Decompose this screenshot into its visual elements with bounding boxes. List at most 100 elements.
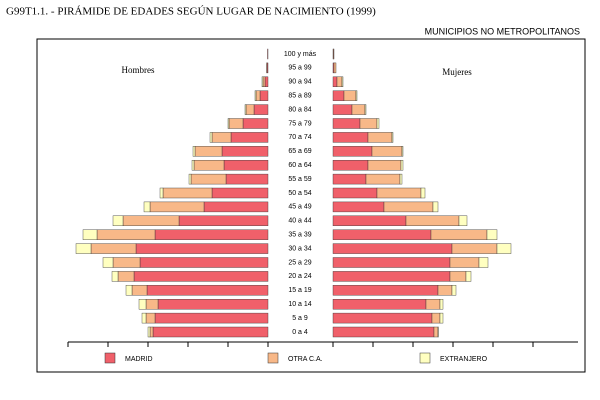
- bar-right: [465, 271, 472, 282]
- bar-left: [154, 229, 269, 240]
- bar-left: [96, 229, 156, 240]
- bar-right: [332, 285, 439, 296]
- bar-right: [332, 271, 451, 282]
- legend-label: OTRA C.A.: [288, 356, 323, 363]
- bar-right: [332, 215, 407, 227]
- bar-left: [261, 76, 264, 88]
- bar-left: [190, 173, 227, 185]
- bar-left: [90, 243, 137, 254]
- bar-left: [147, 326, 151, 338]
- legend-swatch: [267, 352, 279, 364]
- age-label: 80 a 84: [288, 106, 311, 113]
- bar-right: [359, 118, 378, 129]
- bar-right: [332, 201, 385, 213]
- bar-left: [193, 159, 225, 171]
- bar-right: [364, 104, 367, 115]
- legend-label: MADRID: [125, 356, 153, 363]
- bar-right: [425, 299, 441, 310]
- bar-left: [82, 229, 98, 240]
- age-label: 30 a 34: [288, 245, 311, 252]
- bar-left: [266, 62, 268, 74]
- bar-right: [333, 48, 335, 60]
- bar-right: [376, 187, 422, 199]
- bar-left: [244, 104, 247, 115]
- bar-left: [253, 104, 269, 115]
- bar-right: [367, 159, 402, 171]
- bar-right: [332, 132, 369, 143]
- bar-left: [203, 201, 269, 213]
- bar-left: [154, 312, 269, 324]
- bar-left: [223, 159, 269, 171]
- age-label: 95 a 99: [288, 65, 311, 72]
- bar-left: [255, 90, 261, 101]
- bar-left: [157, 299, 269, 310]
- bar-left: [192, 146, 196, 157]
- bar-left: [228, 118, 244, 129]
- bar-right: [451, 285, 457, 296]
- bar-left: [111, 271, 119, 282]
- age-label: 90 a 94: [288, 79, 311, 86]
- bar-left: [245, 104, 255, 115]
- bar-right: [332, 90, 345, 101]
- age-label: 100 y más: [284, 51, 317, 58]
- bar-left: [230, 132, 269, 143]
- chart-subtitle: MUNICIPIOS NO METROPOLITANOS: [425, 26, 580, 36]
- bar-left: [146, 285, 269, 296]
- bar-left: [122, 215, 180, 227]
- bar-right: [371, 146, 403, 157]
- bar-left: [152, 326, 269, 338]
- bar-left: [211, 132, 232, 143]
- bar-left: [225, 173, 269, 185]
- bar-right: [400, 159, 404, 171]
- bar-right: [401, 146, 404, 157]
- bar-left: [211, 187, 269, 199]
- bar-left: [149, 326, 154, 338]
- bar-right: [449, 271, 467, 282]
- bar-right: [343, 90, 357, 101]
- bar-left: [188, 173, 192, 185]
- bar-left: [145, 299, 159, 310]
- age-label: 50 a 54: [288, 190, 311, 197]
- bar-left: [264, 76, 269, 88]
- legend-label: EXTRANJERO: [440, 356, 488, 363]
- bar-right: [332, 229, 432, 240]
- bar-right: [478, 257, 489, 268]
- age-label: 25 a 29: [288, 259, 311, 266]
- bar-left: [254, 90, 257, 101]
- bar-right: [332, 312, 433, 324]
- bar-right: [439, 299, 444, 310]
- bar-right: [376, 118, 380, 129]
- bar-right: [336, 76, 343, 88]
- bar-right: [332, 243, 453, 254]
- age-label: 35 a 39: [288, 232, 311, 239]
- bar-right: [351, 104, 366, 115]
- chart-title: G99T1.1. - PIRÁMIDE DE EDADES SEGÚN LUGA…: [6, 6, 376, 18]
- age-label: 5 a 9: [292, 315, 308, 322]
- bar-right: [399, 173, 403, 185]
- bar-left: [75, 243, 92, 254]
- age-label: 40 a 44: [288, 218, 311, 225]
- bar-right: [420, 187, 426, 199]
- bar-left: [125, 285, 133, 296]
- bar-right: [433, 326, 439, 338]
- bar-right: [365, 173, 401, 185]
- bar-right: [437, 285, 453, 296]
- bar-left: [162, 187, 213, 199]
- bar-left: [145, 312, 156, 324]
- bar-right: [332, 76, 338, 88]
- bar-right: [451, 243, 498, 254]
- bar-left: [262, 76, 266, 88]
- bar-right: [332, 187, 378, 199]
- age-label: 20 a 24: [288, 273, 311, 280]
- bar-left: [117, 271, 135, 282]
- bar-right: [405, 215, 460, 227]
- bar-right: [486, 229, 498, 240]
- bar-left: [159, 187, 164, 199]
- bar-left: [221, 146, 269, 157]
- legend-swatch: [419, 352, 431, 364]
- bar-left: [138, 299, 147, 310]
- bar-left: [259, 90, 269, 101]
- bar-left: [178, 215, 269, 227]
- bar-right: [332, 257, 451, 268]
